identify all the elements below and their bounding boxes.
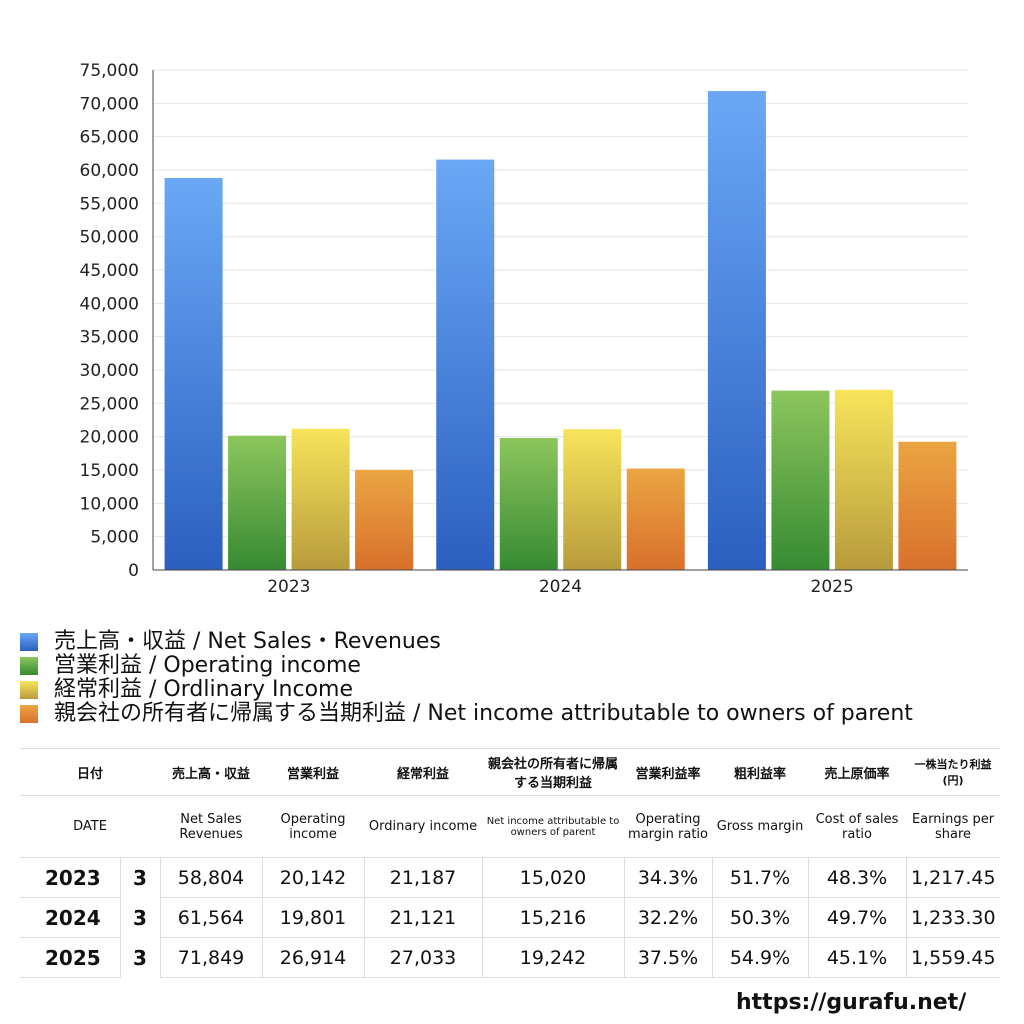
table-cell: 21,121 [363, 897, 483, 938]
y-tick-label: 55,000 [80, 194, 139, 214]
x-tick-label: 2024 [539, 577, 582, 597]
y-tick-label: 75,000 [80, 61, 139, 81]
legend-label: 親会社の所有者に帰属する当期利益 / Net income attributab… [54, 701, 913, 726]
header-jp: 粗利益率 [712, 748, 809, 796]
table-row: 2025 3 71,849 26,914 27,033 19,242 37.5% 54.9% 4… [20, 937, 1001, 978]
y-tick-label: 60,000 [80, 161, 139, 181]
y-tick-label: 15,000 [80, 461, 139, 481]
table-cell: 34.3% [623, 857, 713, 898]
table-cell: 48.3% [807, 857, 907, 898]
bar [834, 389, 893, 570]
bar [164, 177, 223, 570]
header-en: Operating margin ratio [624, 795, 713, 858]
x-tick-label: 2023 [267, 577, 310, 597]
y-tick-label: 30,000 [80, 361, 139, 381]
legend: 売上高・収益 / Net Sales・Revenues 営業利益 / Operat… [20, 630, 913, 726]
table-cell: 27,033 [363, 937, 483, 978]
legend-item: 経常利益 / Ordlinary Income [20, 678, 913, 702]
table-cell: 3 [119, 857, 161, 898]
table-cell: 61,564 [159, 897, 263, 938]
header-jp: 日付 [20, 748, 161, 796]
bar [436, 159, 495, 570]
header-en: Ordinary income [364, 795, 483, 858]
y-tick-label: 5,000 [90, 528, 139, 548]
y-tick-label: 20,000 [80, 428, 139, 448]
table-cell: 1,559.45 [905, 937, 1001, 978]
y-tick-label: 65,000 [80, 128, 139, 148]
financial-table: 日付 売上高・収益 営業利益 経常利益 親会社の所有者に帰属する当期利益 営業利益率 粗利益… [20, 748, 1001, 978]
table-cell: 15,020 [481, 857, 625, 898]
legend-label: 売上高・収益 / Net Sales・Revenues [54, 629, 441, 654]
y-tick-label: 45,000 [80, 261, 139, 281]
table-cell: 19,801 [261, 897, 365, 938]
legend-swatch [20, 657, 38, 675]
header-jp: 営業利益率 [624, 748, 713, 796]
legend-label: 経常利益 / Ordlinary Income [54, 677, 353, 702]
table-row: 2023 3 58,804 20,142 21,187 15,020 34.3% 51.7% 4… [20, 857, 1001, 898]
y-tick-label: 10,000 [80, 494, 139, 514]
bar [291, 428, 350, 570]
table-cell: 20,142 [261, 857, 365, 898]
legend-label: 営業利益 / Operating income [54, 653, 361, 678]
bar [499, 437, 558, 570]
bar [563, 429, 622, 570]
y-tick-label: 25,000 [80, 394, 139, 414]
bar [771, 390, 830, 570]
table-cell: 51.7% [711, 857, 809, 898]
header-en: Operating income [262, 795, 365, 858]
table-cell: 19,242 [481, 937, 625, 978]
header-jp: 営業利益 [262, 748, 365, 796]
y-tick-label: 0 [128, 561, 139, 581]
bar [355, 469, 414, 570]
header-en: DATE [20, 795, 161, 858]
table-cell: 37.5% [623, 937, 713, 978]
site-url: https://gurafu.net/ [736, 990, 967, 1015]
legend-item: 売上高・収益 / Net Sales・Revenues [20, 630, 913, 654]
table-cell: 32.2% [623, 897, 713, 938]
y-tick-label: 40,000 [80, 294, 139, 314]
x-tick-label: 2025 [811, 577, 854, 597]
table-cell: 2024 [20, 897, 121, 938]
table-cell: 15,216 [481, 897, 625, 938]
table-cell: 49.7% [807, 897, 907, 938]
bar [898, 441, 957, 570]
header-en: Gross margin [712, 795, 809, 858]
legend-swatch [20, 705, 38, 723]
header-jp: 売上原価率 [808, 748, 907, 796]
y-tick-label: 35,000 [80, 328, 139, 348]
bar [228, 435, 287, 570]
table-row: 2024 3 61,564 19,801 21,121 15,216 32.2% 50.3% 4… [20, 897, 1001, 938]
header-jp: 一株当たり利益(円) [906, 748, 1001, 796]
y-tick-label: 50,000 [80, 228, 139, 248]
legend-item: 親会社の所有者に帰属する当期利益 / Net income attributab… [20, 702, 913, 726]
bar-chart: 0 5,000 10,000 15,000 20,000 25,000 30,000 35,0… [80, 61, 968, 597]
table-cell: 54.9% [711, 937, 809, 978]
header-jp: 売上高・収益 [160, 748, 263, 796]
header-jp: 経常利益 [364, 748, 483, 796]
header-en: Net income attributable to owners of par… [482, 795, 625, 858]
header-en: Earnings per share [906, 795, 1001, 858]
table-cell: 71,849 [159, 937, 263, 978]
table-cell: 45.1% [807, 937, 907, 978]
table-cell: 2025 [20, 937, 121, 978]
table-cell: 2023 [20, 857, 121, 898]
table-cell: 26,914 [261, 937, 365, 978]
legend-swatch [20, 633, 38, 651]
bar [626, 468, 685, 570]
legend-item: 営業利益 / Operating income [20, 654, 913, 678]
table-cell: 21,187 [363, 857, 483, 898]
header-jp: 親会社の所有者に帰属する当期利益 [482, 748, 625, 796]
table-cell: 50.3% [711, 897, 809, 938]
table-cell: 1,217.45 [905, 857, 1001, 898]
table-cell: 3 [119, 897, 161, 938]
table-cell: 3 [119, 937, 161, 978]
bar [707, 91, 766, 571]
header-en: Cost of sales ratio [808, 795, 907, 858]
legend-swatch [20, 681, 38, 699]
table-cell: 58,804 [159, 857, 263, 898]
header-en: Net Sales Revenues [160, 795, 263, 858]
y-tick-label: 70,000 [80, 94, 139, 114]
table-cell: 1,233.30 [905, 897, 1001, 938]
